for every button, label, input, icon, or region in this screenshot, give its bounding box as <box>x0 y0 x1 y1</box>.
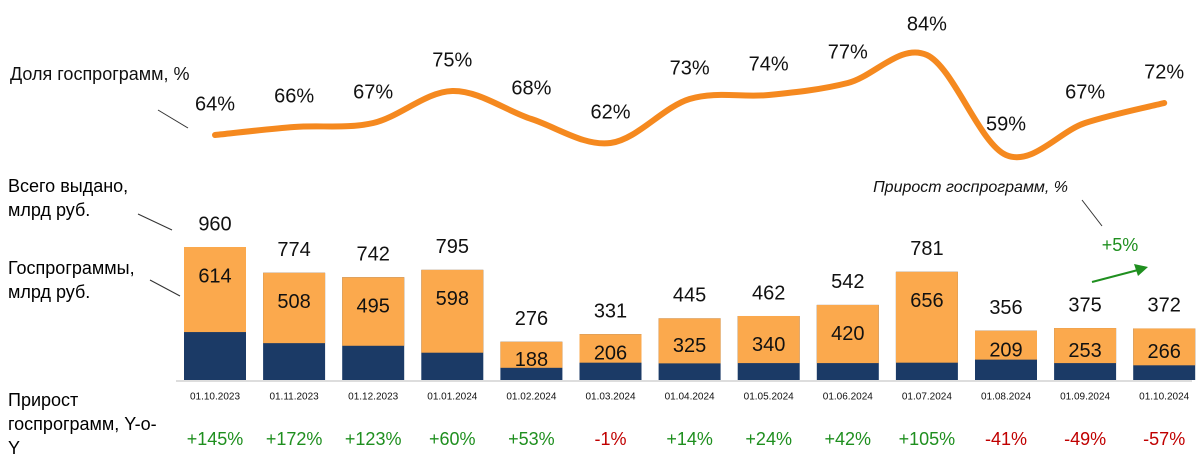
bar-gov <box>263 272 326 344</box>
gov-value-label: 420 <box>831 323 864 345</box>
growth-label: +60% <box>429 429 476 449</box>
x-tick-label: 01.11.2023 <box>269 392 319 403</box>
bar-gov <box>895 271 958 363</box>
bar-gov <box>1054 328 1117 364</box>
share-value-label: 68% <box>511 77 551 99</box>
total-label-box: Всего выдано, млрд руб. <box>8 176 129 220</box>
gov-value-label: 209 <box>989 339 1022 361</box>
total-value-label: 356 <box>989 297 1022 319</box>
x-tick-label: 01.10.2023 <box>190 392 240 403</box>
share-value-label: 62% <box>590 101 630 123</box>
annotation-value: +5% <box>1102 235 1139 255</box>
bar-gov <box>737 315 800 364</box>
gov-value-label: 188 <box>515 349 548 371</box>
total-value-label: 372 <box>1148 295 1181 317</box>
gov-value-label: 508 <box>277 291 310 313</box>
growth-label: -49% <box>1064 429 1106 449</box>
x-tick-label: 01.08.2024 <box>981 392 1031 403</box>
x-tick-label: 01.07.2024 <box>902 392 952 403</box>
growth-label: -57% <box>1143 429 1185 449</box>
gov-value-label: 253 <box>1068 340 1101 362</box>
gov-value-label: 325 <box>673 335 706 357</box>
share-value-label: 67% <box>1065 81 1105 103</box>
total-value-label: 462 <box>752 282 785 304</box>
growth-label: +24% <box>745 429 792 449</box>
total-value-label: 795 <box>436 236 469 258</box>
growth-label: +172% <box>266 429 323 449</box>
total-label: Всего выдано, млрд руб. <box>8 176 129 220</box>
bar-gov <box>421 269 484 353</box>
growth-label: +53% <box>508 429 555 449</box>
total-value-label: 960 <box>198 213 231 235</box>
gov-value-label: 656 <box>910 290 943 312</box>
pointer <box>149 279 181 297</box>
annotation: Прирост госпрограмм, % <box>873 179 1068 196</box>
bar-gov <box>658 318 721 364</box>
share-label: Доля госпрограмм, % <box>10 64 190 84</box>
bar-gov <box>184 247 246 333</box>
share-value-label: 66% <box>274 85 314 107</box>
growth-label: +14% <box>666 429 713 449</box>
growth-label: -1% <box>594 429 626 449</box>
total-value-label: 445 <box>673 285 706 307</box>
growth-label: +105% <box>899 429 956 449</box>
share-line <box>212 49 1168 161</box>
share-value-label: 73% <box>670 57 710 79</box>
pointer <box>137 213 173 231</box>
bar-gov <box>816 304 879 364</box>
growth-label: Прирост госпрограмм, Y-o-Y <box>8 390 157 458</box>
gov-value-label: 598 <box>436 288 469 310</box>
growth-label: +42% <box>825 429 872 449</box>
x-tick-label: 01.05.2024 <box>744 392 794 403</box>
share-value-label: 77% <box>828 41 868 63</box>
x-tick-label: 01.02.2024 <box>506 392 556 403</box>
gov-value-label: 266 <box>1148 341 1181 363</box>
share-value-label: 59% <box>986 113 1026 135</box>
gov-label: Госпрограммы, млрд руб. <box>8 258 135 302</box>
total-value-label: 742 <box>357 243 390 265</box>
bar-gov <box>579 334 642 363</box>
x-tick-label: 01.03.2024 <box>585 392 635 403</box>
gov-value-label: 206 <box>594 343 627 365</box>
bar-gov <box>975 330 1037 360</box>
bar-gov <box>342 277 405 346</box>
total-value-label: 774 <box>277 239 310 261</box>
x-tick-label: 01.12.2023 <box>348 392 398 403</box>
growth-label: +145% <box>187 429 244 449</box>
x-tick-label: 01.06.2024 <box>823 392 873 403</box>
growth-label: -41% <box>985 429 1027 449</box>
total-value-label: 276 <box>515 308 548 330</box>
gov-value-label: 614 <box>198 265 231 287</box>
growth-label-box: Прирост госпрограмм, Y-o-Y <box>8 390 157 458</box>
share-value-label: 64% <box>195 93 235 115</box>
x-tick-label: 01.09.2024 <box>1060 392 1110 403</box>
bar-gov <box>1133 328 1196 366</box>
x-tick-label: 01.01.2024 <box>427 392 477 403</box>
total-value-label: 375 <box>1068 294 1101 316</box>
share-value-label: 67% <box>353 81 393 103</box>
gov-label-box: Госпрограммы, млрд руб. <box>8 258 135 302</box>
pointer <box>1081 199 1103 227</box>
share-value-label: 75% <box>432 49 472 71</box>
arrow <box>1091 269 1139 283</box>
total-value-label: 331 <box>594 300 627 322</box>
gov-value-label: 495 <box>357 295 390 317</box>
growth-label: +123% <box>345 429 402 449</box>
share-value-label: 84% <box>907 13 947 35</box>
share-value-label: 72% <box>1144 61 1184 83</box>
x-tick-label: 01.04.2024 <box>665 392 715 403</box>
bar-gov <box>500 341 563 368</box>
total-value-label: 781 <box>910 238 943 260</box>
share-value-label: 74% <box>749 53 789 75</box>
gov-value-label: 340 <box>752 334 785 356</box>
total-value-label: 542 <box>831 271 864 293</box>
arrow-head <box>1134 264 1148 276</box>
pointer <box>157 109 189 129</box>
x-tick-label: 01.10.2024 <box>1139 392 1189 403</box>
